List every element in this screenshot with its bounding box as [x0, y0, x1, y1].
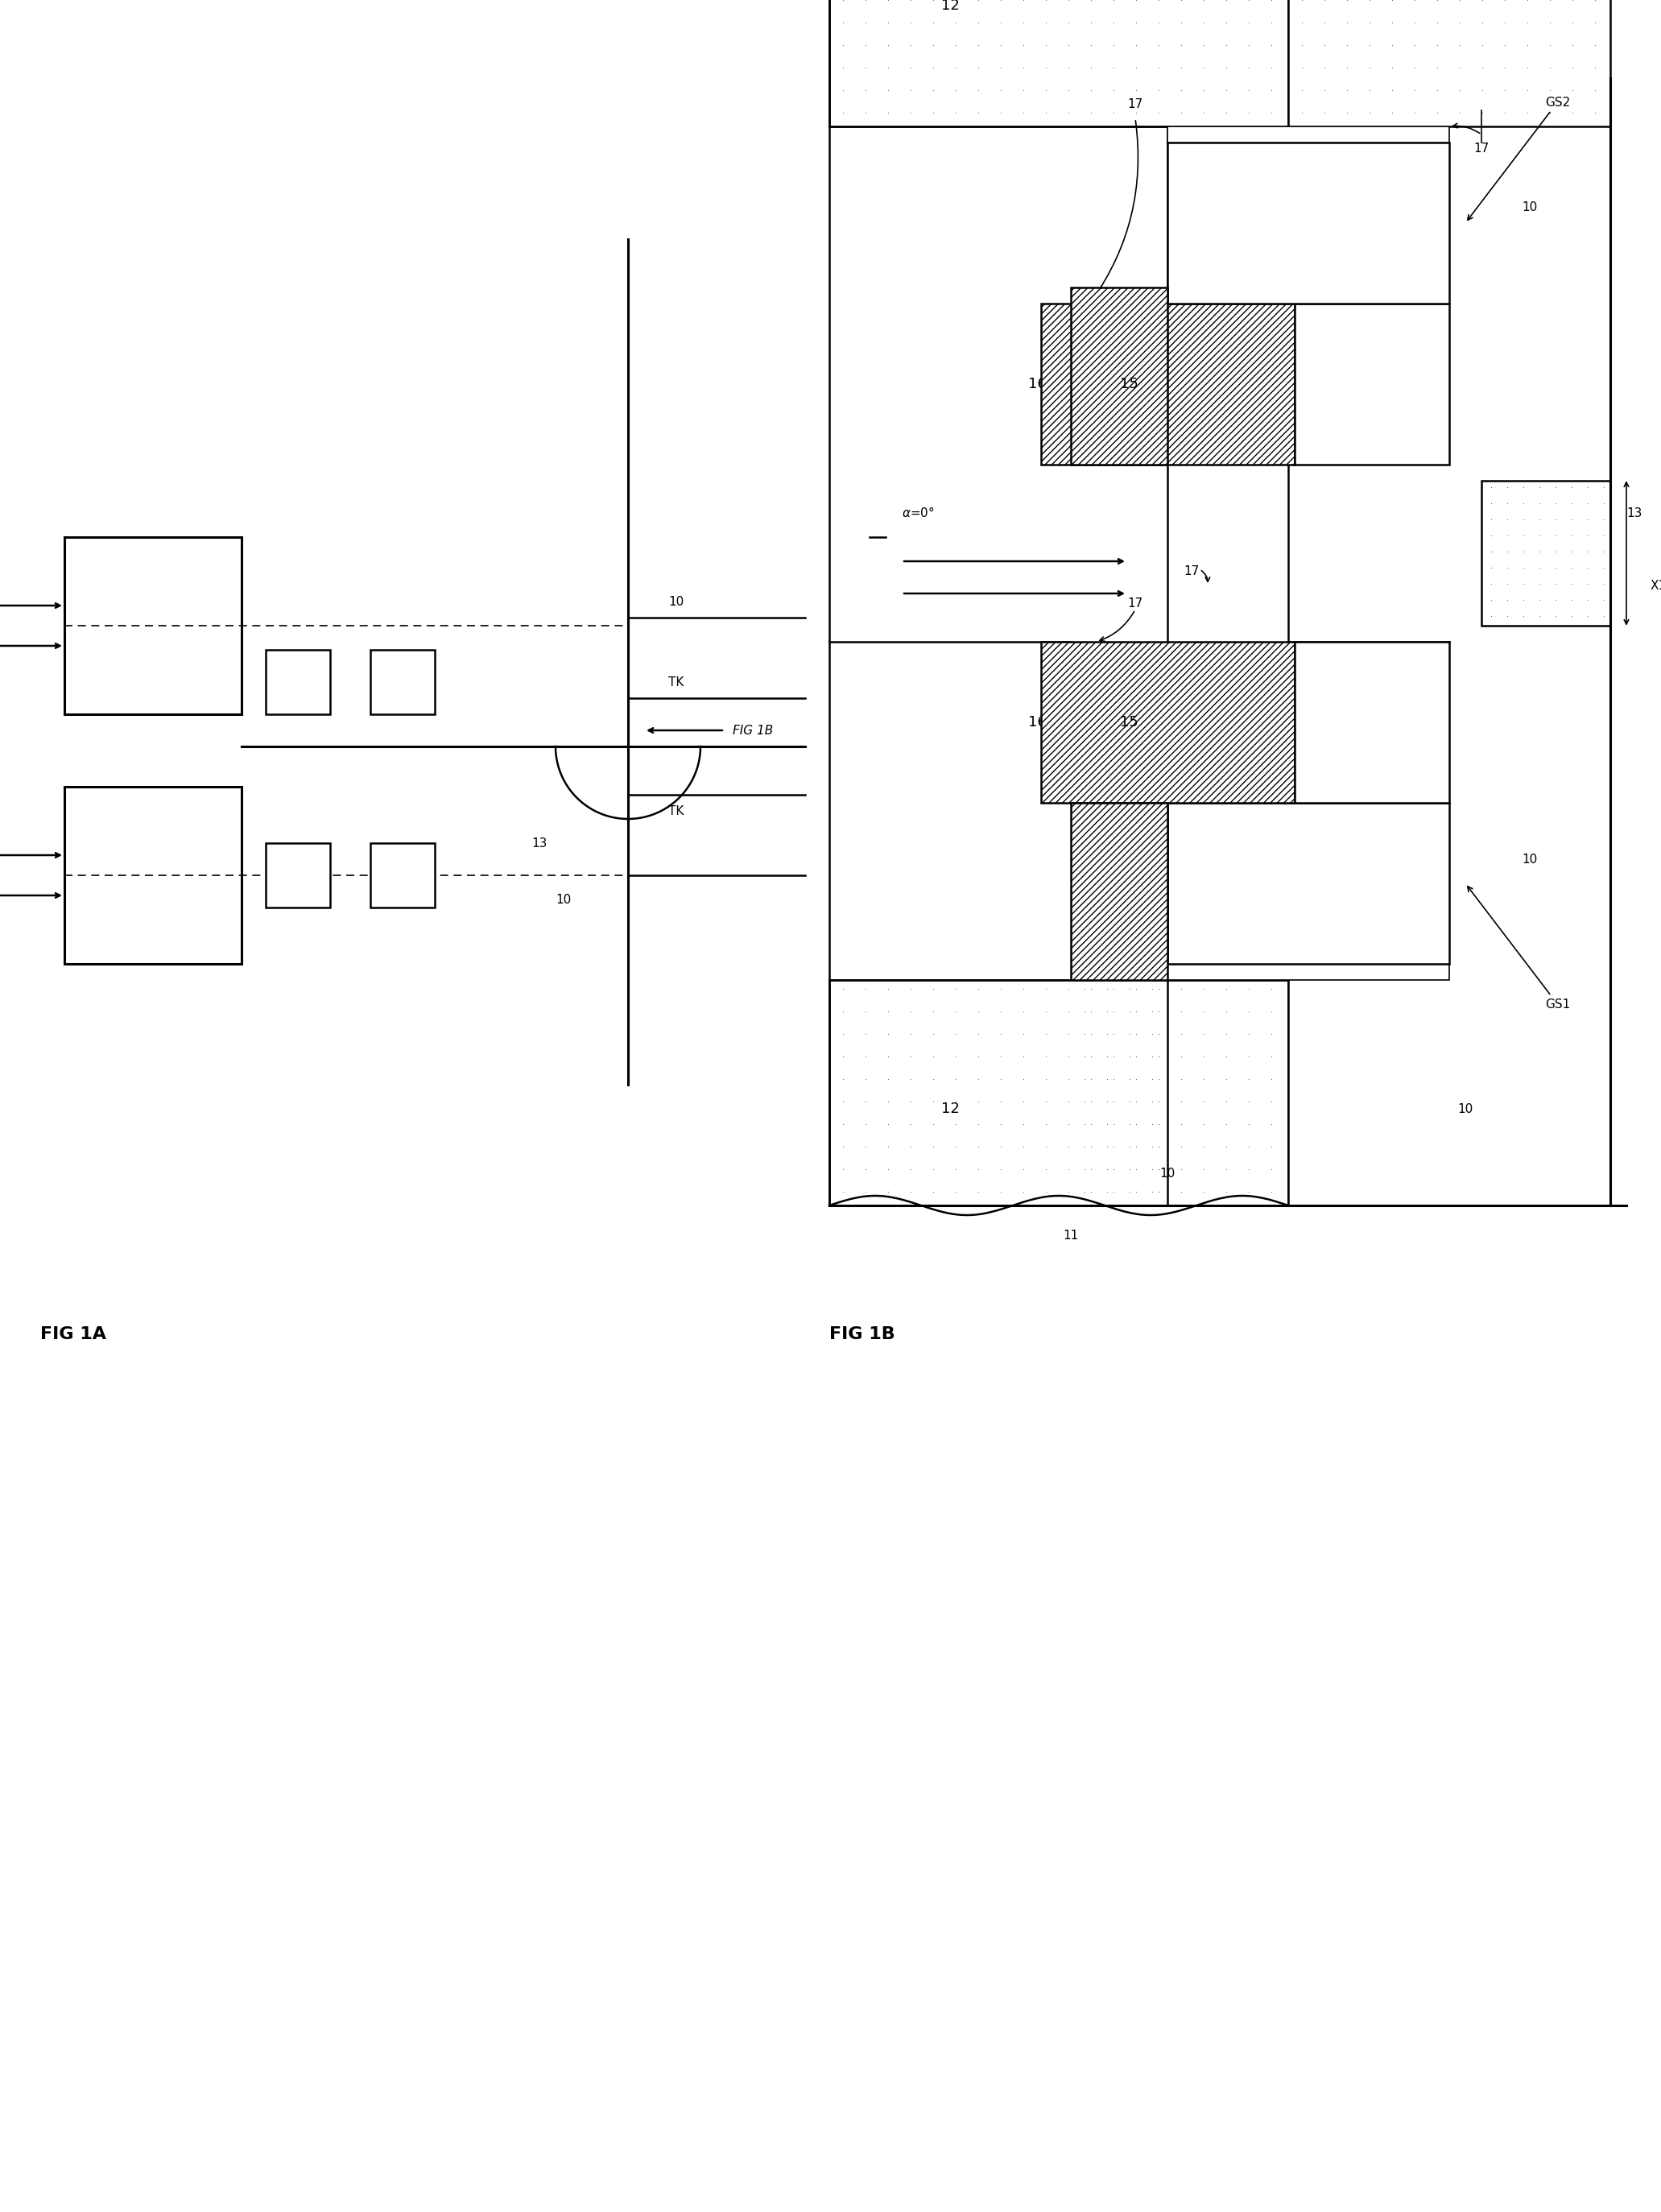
- Text: GS4: GS4: [390, 677, 415, 688]
- Text: 12: 12: [145, 867, 163, 883]
- Text: 12: 12: [145, 619, 163, 633]
- Bar: [266, 650, 331, 714]
- Text: 10: 10: [1159, 1168, 1176, 1179]
- Text: 11: 11: [1063, 1230, 1078, 1241]
- Text: GS3: GS3: [286, 677, 311, 688]
- Bar: [65, 787, 241, 964]
- Bar: [829, 980, 1289, 1206]
- Text: 16: 16: [1028, 376, 1046, 392]
- Text: GS1: GS1: [1468, 887, 1570, 1011]
- Text: 15: 15: [1120, 714, 1139, 730]
- Text: $\alpha$=0°: $\alpha$=0°: [902, 507, 935, 520]
- Text: 12: 12: [940, 0, 960, 13]
- Bar: [1168, 142, 1450, 303]
- Bar: [1071, 980, 1168, 1206]
- Text: 17: 17: [1184, 566, 1199, 577]
- Text: 10: 10: [1521, 201, 1538, 212]
- Text: 10: 10: [1458, 1104, 1473, 1115]
- Bar: [1294, 303, 1450, 465]
- Text: 12: 12: [940, 1102, 960, 1117]
- Bar: [1041, 641, 1294, 803]
- Text: 13: 13: [532, 836, 546, 849]
- Text: 14: 14: [1327, 217, 1345, 230]
- Bar: [1289, 0, 1610, 126]
- Bar: [1289, 883, 1610, 1206]
- Bar: [1168, 126, 1450, 142]
- Text: 10: 10: [669, 595, 684, 608]
- Text: X1: X1: [1651, 580, 1661, 591]
- Text: GS2: GS2: [1468, 97, 1570, 219]
- Bar: [370, 650, 435, 714]
- Bar: [1294, 641, 1450, 803]
- Text: GS2: GS2: [390, 869, 415, 880]
- Text: 17: 17: [1128, 97, 1143, 111]
- Text: 17: 17: [1128, 597, 1143, 611]
- Text: FIG 1B: FIG 1B: [733, 723, 772, 737]
- Bar: [1168, 964, 1450, 980]
- Bar: [829, 0, 1289, 126]
- Text: 17: 17: [1473, 142, 1490, 155]
- Bar: [1071, 803, 1168, 980]
- Text: 10: 10: [556, 894, 571, 905]
- Text: FIG 1B: FIG 1B: [829, 1327, 895, 1343]
- Text: 14: 14: [1327, 876, 1345, 891]
- Text: GS1: GS1: [286, 869, 311, 880]
- Text: 15: 15: [1120, 376, 1139, 392]
- Text: TK: TK: [668, 677, 684, 688]
- Text: FIG 1A: FIG 1A: [40, 1327, 106, 1343]
- Bar: [370, 843, 435, 907]
- Bar: [1168, 803, 1450, 964]
- Bar: [266, 843, 331, 907]
- Text: 13: 13: [1626, 507, 1643, 520]
- Bar: [1071, 288, 1168, 465]
- Bar: [65, 538, 241, 714]
- Bar: [1482, 480, 1610, 626]
- Bar: [1041, 303, 1294, 465]
- Text: 10: 10: [1521, 854, 1538, 865]
- Text: 16: 16: [1028, 714, 1046, 730]
- Text: TK: TK: [668, 805, 684, 816]
